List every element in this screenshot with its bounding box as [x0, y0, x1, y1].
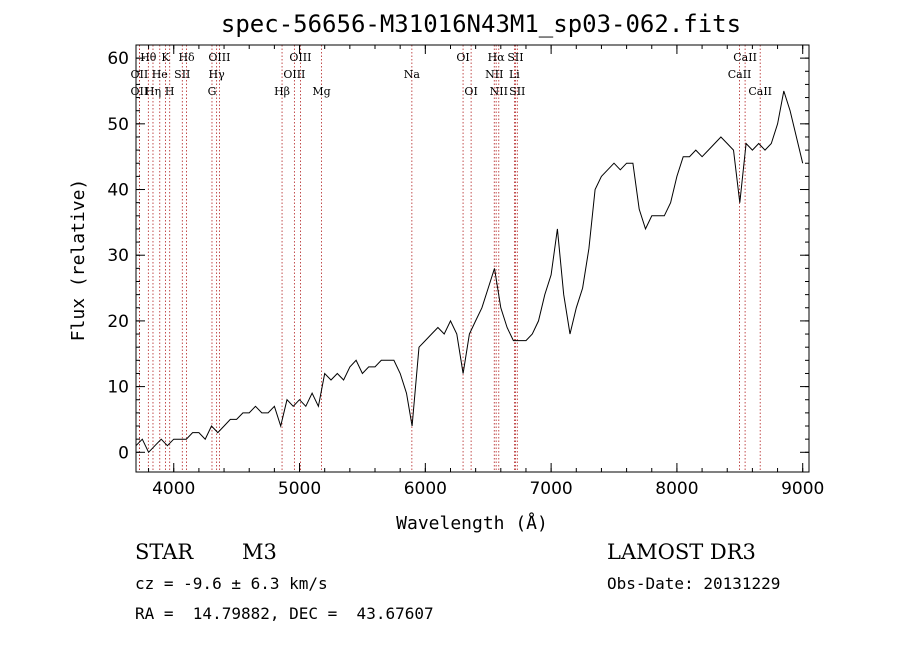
y-tick-label: 50	[107, 115, 129, 135]
line-label: OII	[131, 68, 149, 81]
x-tick-label: 9000	[781, 479, 824, 499]
x-tick-label: 5000	[278, 479, 321, 499]
x-axis-label: Wavelength (Å)	[396, 512, 548, 534]
line-label: Hβ	[274, 85, 290, 98]
line-label: Hη	[145, 85, 161, 98]
y-tick-label: 30	[107, 246, 129, 266]
y-tick-label: 0	[118, 443, 129, 463]
plot-frame	[135, 44, 810, 473]
line-label: SII	[174, 68, 190, 81]
sky-coordinates: RA = 14.79882, DEC = 43.67607	[135, 604, 434, 623]
line-label: CaII	[733, 51, 757, 64]
line-label: OIII	[283, 68, 305, 81]
x-tick-label: 7000	[529, 479, 572, 499]
survey-name: LAMOST DR3	[607, 540, 756, 564]
line-label: He	[152, 68, 168, 81]
line-label: OII	[131, 85, 149, 98]
observation-date: Obs-Date: 20131229	[607, 574, 781, 593]
line-label: H	[165, 85, 175, 98]
line-label: Li	[509, 68, 520, 81]
line-label: Na	[404, 68, 421, 81]
redshift-cz: cz = -9.6 ± 6.3 km/s	[135, 574, 328, 593]
x-tick-label: 4000	[152, 479, 195, 499]
line-label: SII	[509, 85, 525, 98]
y-axis-label: Flux (relative)	[68, 179, 89, 342]
line-label: CaII	[728, 68, 752, 81]
y-tick-label: 10	[107, 378, 129, 398]
line-label: OI	[456, 51, 469, 64]
line-label: NII	[485, 68, 503, 81]
emission-line-markers	[138, 45, 761, 472]
object-class: STAR	[135, 540, 194, 564]
y-axis: 0 10 20 30 40 50 60	[107, 49, 809, 463]
line-label: OIII	[289, 51, 311, 64]
spectrum-line	[135, 90, 804, 454]
line-label: OIII	[208, 51, 230, 64]
line-label: CaII	[748, 85, 772, 98]
line-label: Mg	[312, 85, 330, 98]
line-label: SII	[507, 51, 523, 64]
line-label: K	[161, 51, 170, 64]
line-label: Hθ	[140, 51, 157, 64]
line-label: Hα	[488, 51, 506, 64]
x-axis: 4000 5000 6000 7000 8000 9000	[148, 45, 824, 499]
line-label: Hγ	[209, 68, 226, 81]
x-tick-label: 8000	[655, 479, 698, 499]
chart-title: spec-56656-M31016N43M1_sp03-062.fits	[221, 10, 741, 38]
y-tick-label: 40	[107, 181, 129, 201]
line-label: Hδ	[178, 51, 195, 64]
line-label: G	[208, 85, 217, 98]
line-label: NII	[490, 85, 508, 98]
x-tick-label: 6000	[404, 479, 447, 499]
object-subclass: M3	[242, 540, 277, 564]
y-tick-label: 20	[107, 312, 129, 332]
line-label: OI	[464, 85, 477, 98]
y-tick-label: 60	[107, 49, 129, 69]
